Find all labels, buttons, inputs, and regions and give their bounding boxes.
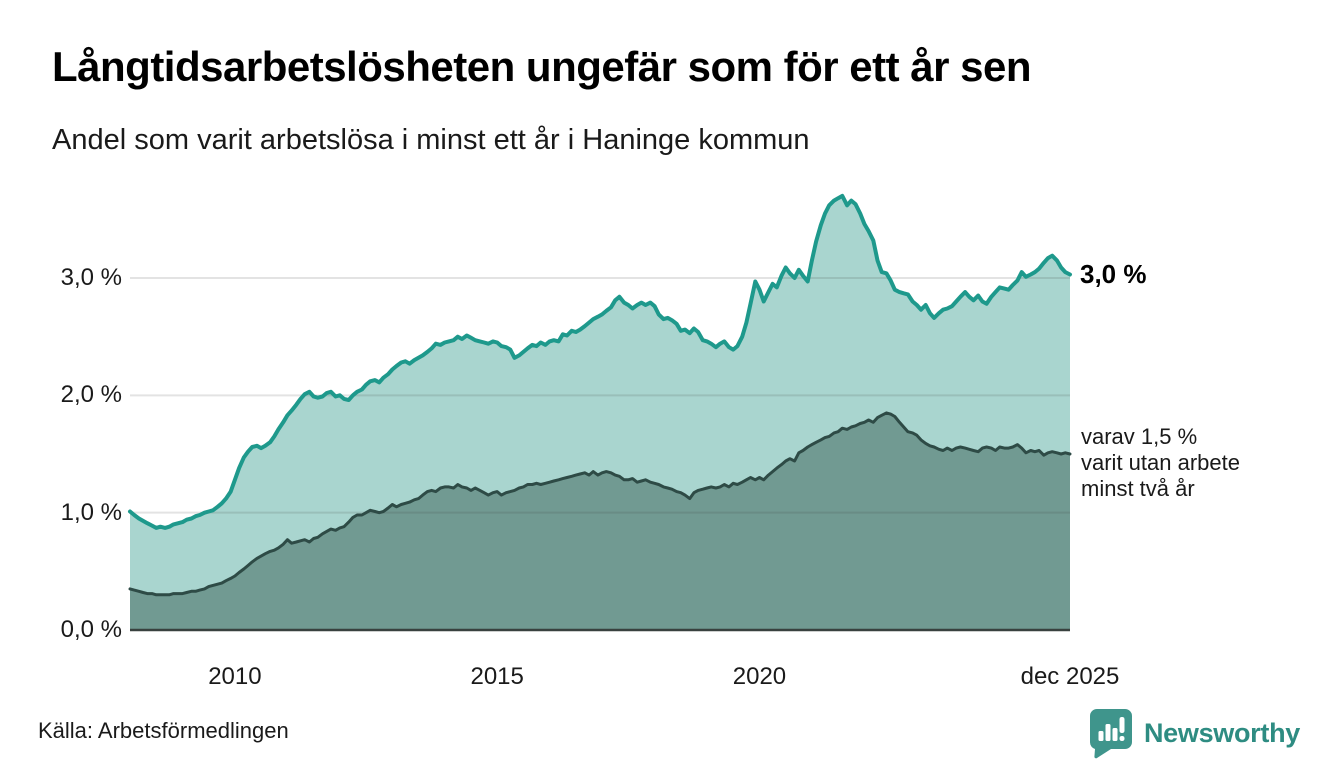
series-line xyxy=(128,411,1072,597)
y-tick-label: 1,0 % xyxy=(60,498,122,526)
exclamation-dot xyxy=(1119,736,1125,741)
y-tick-label: 3,0 % xyxy=(60,264,122,291)
y-tick-label: 2,0 % xyxy=(60,381,122,409)
breakdown-line: varit utan arbete xyxy=(1081,450,1240,475)
page-subtitle: Andel som varit arbetslösa i minst ett å… xyxy=(52,124,810,156)
page-title: Långtidsarbetslösheten ungefär som för e… xyxy=(52,43,1032,90)
breakdown-line: varav 1,5 % xyxy=(1081,424,1198,449)
newsworthy-wordmark: Newsworthy xyxy=(1143,717,1300,748)
newsworthy-icon xyxy=(1089,709,1132,759)
area-fill xyxy=(130,412,1070,630)
newsworthy-logo: Newsworthy xyxy=(1088,706,1300,760)
speech-bubble-shape xyxy=(1089,709,1132,759)
breakdown-line: minst två år xyxy=(1081,476,1195,501)
y-tick-label: 0,0 % xyxy=(60,616,122,643)
source-note: Källa: Arbetsförmedlingen xyxy=(38,718,289,743)
bar-3 xyxy=(1112,728,1118,741)
x-tick-label: dec 2025 xyxy=(1020,663,1120,690)
bar-2 xyxy=(1105,724,1111,741)
series-breakdown-annotation: varav 1,5 % varit utan arbete minst två år xyxy=(1081,424,1331,502)
x-tick-label: 2015 xyxy=(470,663,524,690)
x-tick-label: 2010 xyxy=(208,663,262,690)
exclamation-stem xyxy=(1119,717,1125,733)
series-line xyxy=(128,193,1072,530)
series-end-value-label: 3,0 % xyxy=(1080,259,1147,290)
x-tick-label: 2020 xyxy=(732,663,787,690)
bar-1 xyxy=(1098,731,1104,741)
